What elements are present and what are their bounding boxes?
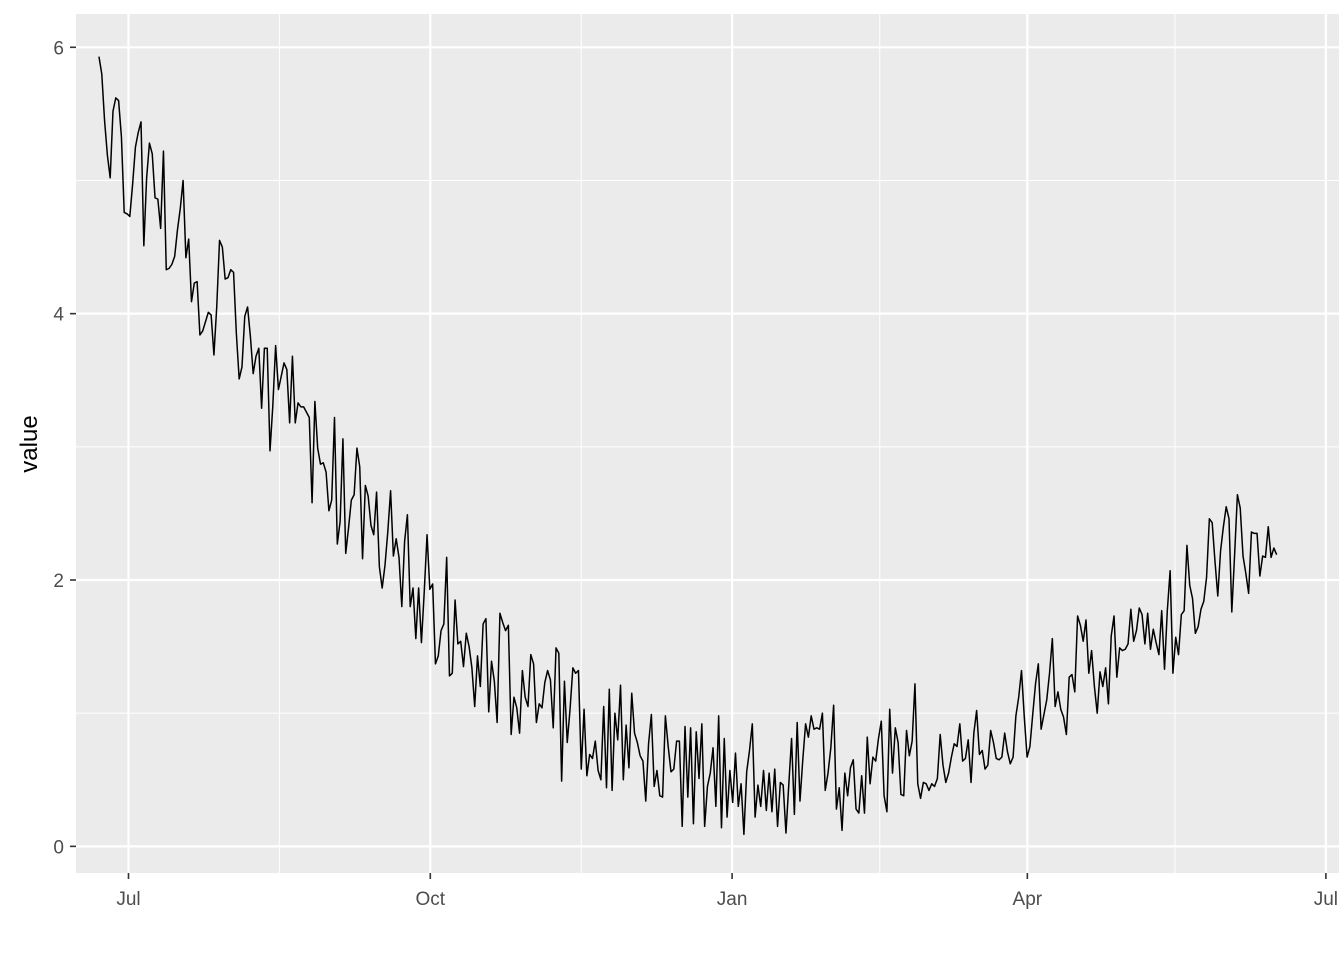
y-axis-title: value: [16, 415, 43, 472]
series-line: [98, 56, 1278, 836]
x-tick-label: Oct: [416, 889, 446, 910]
x-tick-label: Jul: [1314, 889, 1338, 910]
x-tick-label: Jul: [116, 889, 140, 910]
x-tick-label: Apr: [1013, 889, 1043, 910]
plot-panel: [76, 14, 1339, 873]
x-tick-label: Jan: [717, 889, 748, 910]
major-gridlines: [76, 14, 1339, 873]
x-axis: Jul Oct Jan Apr Jul: [116, 873, 1338, 910]
y-tick-label: 6: [53, 38, 64, 59]
y-tick-label: 0: [53, 837, 64, 858]
y-axis: 0 2 4 6: [53, 38, 76, 858]
y-tick-label: 2: [53, 571, 64, 592]
y-tick-label: 4: [53, 305, 64, 326]
minor-gridlines: [76, 14, 1339, 873]
